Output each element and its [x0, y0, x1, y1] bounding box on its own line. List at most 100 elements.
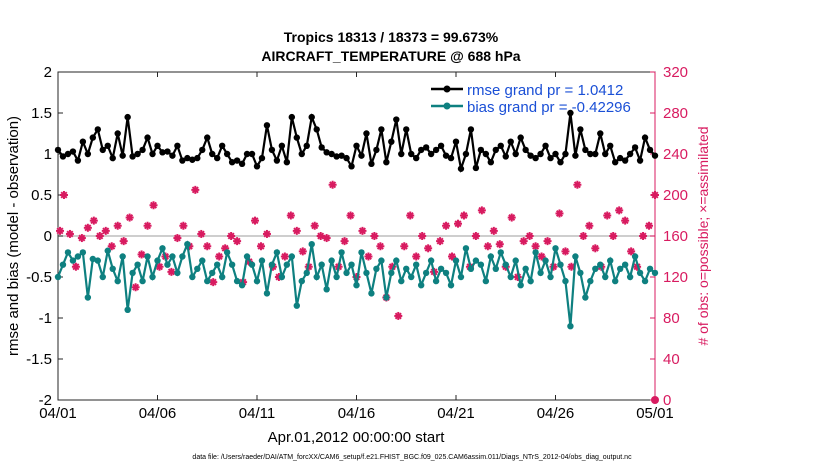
bias-point — [164, 261, 171, 268]
bias-point — [94, 257, 102, 264]
rmse-point — [587, 150, 594, 158]
y2-axis-label: # of obs: o=possible; ×=assimilated — [695, 126, 711, 345]
obs-point — [209, 278, 218, 287]
bias-point — [64, 249, 72, 256]
rmse-point — [542, 142, 549, 149]
bias-point — [59, 261, 67, 268]
bias-point — [492, 265, 499, 272]
rmse-point — [582, 146, 589, 154]
obs-point — [113, 221, 122, 230]
rmse-point — [323, 149, 330, 156]
rmse-point — [487, 159, 495, 166]
obs-point — [191, 185, 200, 194]
obs-point — [436, 237, 445, 246]
rmse-point — [522, 146, 529, 154]
x-tick-label: 04/26 — [537, 405, 575, 422]
bias-point — [646, 265, 654, 272]
obs-point — [442, 221, 451, 230]
bias-point — [562, 277, 569, 285]
bias-point — [587, 277, 594, 285]
bias-point — [74, 253, 82, 260]
rmse-point — [313, 126, 320, 133]
rmse-point — [84, 150, 92, 158]
obs-point — [531, 242, 540, 251]
bias-point — [353, 282, 360, 289]
rmse-point — [641, 134, 649, 141]
bias-point — [527, 277, 534, 285]
obs-point — [448, 252, 457, 261]
rmse-point — [114, 130, 121, 137]
rmse-point — [263, 122, 271, 129]
bias-point — [209, 269, 216, 277]
chart-title-line2: AIRCRAFT_TEMPERATURE @ 688 hPa — [261, 48, 520, 64]
rmse-point — [184, 154, 191, 162]
rmse-point — [179, 157, 186, 164]
rmse-point — [318, 144, 325, 151]
bias-point — [577, 269, 584, 277]
obs-point — [101, 226, 110, 235]
rmse-point — [467, 126, 475, 133]
bias-point — [427, 257, 435, 264]
bias-point — [532, 249, 539, 256]
bias-point — [243, 253, 251, 260]
rmse-point — [74, 157, 82, 164]
bias-point — [204, 277, 211, 285]
bias-point — [432, 277, 440, 285]
rmse-point — [393, 116, 400, 123]
rmse-point — [602, 150, 609, 158]
rmse-point — [288, 113, 296, 121]
obs-point — [645, 221, 654, 230]
rmse-point — [174, 142, 181, 149]
bias-point — [149, 273, 156, 281]
bias-point — [69, 257, 77, 264]
y-tick-label: -0.5 — [26, 269, 52, 286]
obs-point — [155, 262, 164, 271]
legend-bias-label: bias grand pr = -0.42296 — [467, 99, 631, 116]
bias-point — [383, 294, 390, 301]
bias-point — [368, 290, 375, 297]
obs-point — [495, 240, 504, 249]
bias-point — [283, 261, 291, 268]
obs-point — [376, 242, 385, 251]
bias-point — [592, 265, 599, 272]
rmse-point — [258, 154, 266, 162]
bias-point — [268, 261, 276, 268]
bias-point — [114, 277, 121, 285]
rmse-point — [383, 159, 390, 166]
y2-tick-label: 320 — [663, 64, 688, 81]
bias-point — [293, 302, 300, 309]
rmse-point — [353, 142, 360, 149]
rmse-point — [159, 149, 166, 156]
bias-point — [248, 261, 256, 268]
bias-point — [348, 261, 355, 268]
rmse-point — [64, 150, 72, 158]
rmse-point — [129, 153, 136, 160]
rmse-point — [462, 150, 470, 158]
bias-point — [437, 265, 445, 272]
bias-point — [636, 269, 644, 277]
bias-point — [89, 255, 97, 263]
obs-point — [280, 252, 289, 261]
bias-point — [512, 257, 519, 264]
obs-point — [394, 311, 403, 320]
bias-point — [288, 253, 296, 260]
rmse-point — [592, 150, 599, 158]
rmse-point — [413, 154, 420, 162]
x-tick-label: 04/21 — [437, 405, 475, 422]
legend-rmse-marker — [443, 85, 451, 93]
rmse-point — [492, 146, 499, 154]
obs-point — [119, 237, 128, 246]
rmse-point — [218, 142, 226, 149]
bias-point — [616, 265, 624, 272]
y2-tick-labels: 0 40 80 120 160 200 240 280 320 — [663, 64, 688, 409]
rmse-point — [79, 138, 87, 145]
obs-point — [579, 232, 588, 240]
bias-point — [179, 253, 186, 260]
y2-tick-label: 120 — [663, 269, 688, 286]
rmse-point — [572, 152, 579, 159]
bias-point — [517, 282, 524, 289]
bias-point — [388, 269, 395, 277]
rmse-point — [358, 152, 365, 159]
rmse-point — [209, 150, 216, 158]
rmse-point — [333, 153, 340, 160]
